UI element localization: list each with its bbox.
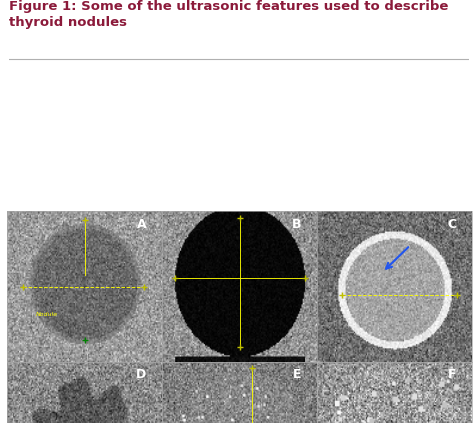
Text: D: D <box>136 368 146 381</box>
Text: F: F <box>447 368 456 381</box>
Text: Figure 1: Some of the ultrasonic features used to describe
thyroid nodules: Figure 1: Some of the ultrasonic feature… <box>9 0 449 29</box>
Text: A. hypoechoic nodule; B. anechoic or cystic nodule; C. a nodule possessing rim
c: A. hypoechoic nodule; B. anechoic or cys… <box>9 363 441 407</box>
Text: A: A <box>137 217 146 231</box>
Text: C: C <box>447 217 456 231</box>
Text: B: B <box>292 217 301 231</box>
Text: Nodule: Nodule <box>36 312 58 317</box>
Text: E: E <box>293 368 301 381</box>
